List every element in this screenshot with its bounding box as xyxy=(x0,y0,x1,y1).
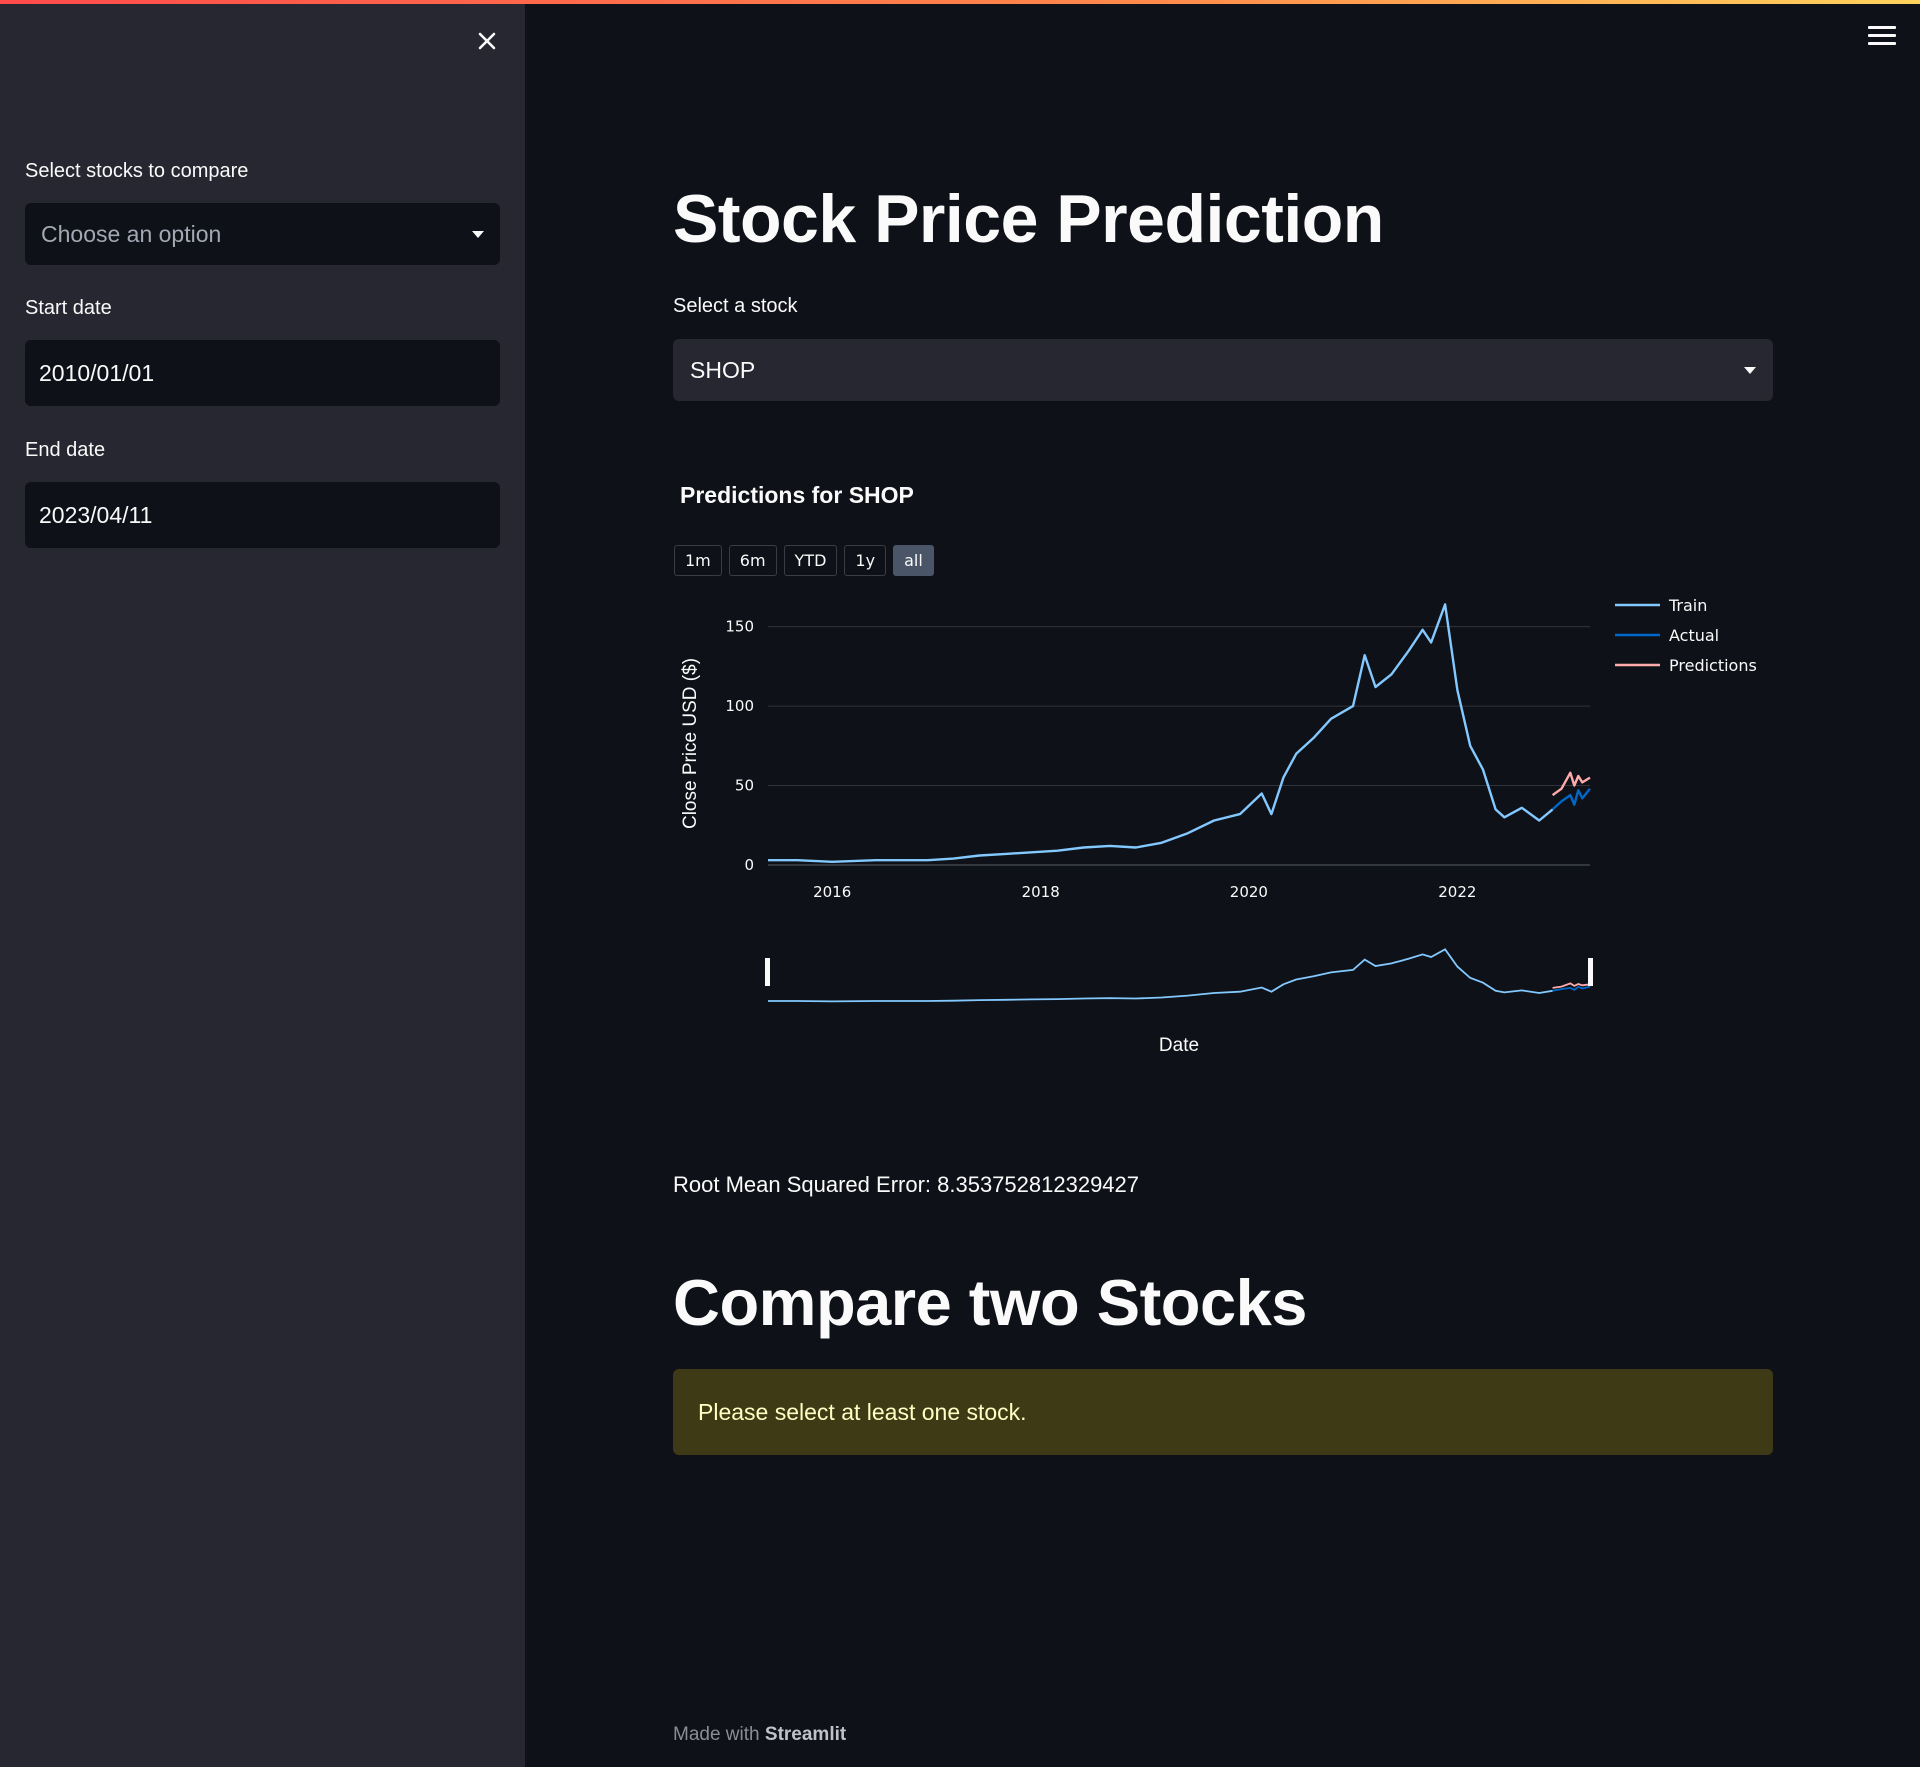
range-slider-left-handle[interactable] xyxy=(765,958,770,986)
start-date-label: Start date xyxy=(25,297,112,319)
range-button-6m[interactable]: 6m xyxy=(728,545,777,576)
range-slider-right-handle[interactable] xyxy=(1588,958,1593,986)
legend-item-actual[interactable]: Actual xyxy=(1669,626,1719,645)
compare-section-title: Compare two Stocks xyxy=(673,1266,1307,1339)
slider-line-actual xyxy=(1552,985,1591,992)
y-tick-label: 0 xyxy=(744,856,754,874)
stock-select[interactable]: SHOP xyxy=(673,339,1773,401)
y-axis-title: Close Price USD ($) xyxy=(680,658,701,829)
top-decoration-bar xyxy=(0,0,1920,4)
range-button-all[interactable]: all xyxy=(893,545,934,576)
x-tick-label: 2022 xyxy=(1438,883,1476,901)
warning-text: Please select at least one stock. xyxy=(698,1398,1027,1425)
prediction-chart[interactable]: 0 50 100 150 2016 2018 2020 2022 Train Actual Pr… xyxy=(660,580,1800,1060)
rmse-text: Root Mean Squared Error: 8.3537528123294… xyxy=(673,1172,1140,1197)
compare-stocks-select[interactable]: Choose an option xyxy=(25,203,500,265)
slider-line-predictions xyxy=(1552,982,1591,989)
warning-alert: Please select at least one stock. xyxy=(673,1369,1773,1455)
series-line-actual xyxy=(1551,787,1591,811)
range-button-1y[interactable]: 1y xyxy=(844,545,887,576)
chart-title: Predictions for SHOP xyxy=(680,482,914,508)
end-date-label: End date xyxy=(25,439,106,461)
hamburger-menu-icon xyxy=(1868,26,1896,45)
footer: Made with Streamlit xyxy=(673,1724,846,1746)
legend-item-train[interactable]: Train xyxy=(1668,596,1707,615)
range-button-1m[interactable]: 1m xyxy=(674,545,722,576)
compare-select-label: Select stocks to compare xyxy=(25,160,249,182)
y-tick-label: 150 xyxy=(725,618,754,636)
range-selector: 1m 6m YTD 1y all xyxy=(674,545,934,576)
legend-item-predictions[interactable]: Predictions xyxy=(1669,656,1757,675)
stock-select-value: SHOP xyxy=(690,356,756,383)
x-tick-label: 2020 xyxy=(1230,883,1268,901)
page-title: Stock Price Prediction xyxy=(673,181,1384,257)
close-icon xyxy=(478,32,496,50)
x-tick-label: 2018 xyxy=(1022,883,1060,901)
main-menu-button[interactable] xyxy=(1868,26,1896,50)
x-tick-label: 2016 xyxy=(813,883,851,901)
slider-line-train xyxy=(768,948,1553,1003)
range-button-ytd[interactable]: YTD xyxy=(783,545,838,576)
stock-select-label: Select a stock xyxy=(673,295,798,317)
start-date-input[interactable]: 2010/01/01 xyxy=(25,340,500,406)
close-sidebar-button[interactable] xyxy=(472,26,502,56)
chevron-down-icon xyxy=(1744,366,1756,374)
sidebar: Select stocks to compare Choose an optio… xyxy=(0,0,525,1767)
y-tick-label: 50 xyxy=(735,777,754,795)
footer-prefix: Made with xyxy=(673,1724,760,1745)
series-line-predictions xyxy=(1551,771,1591,797)
end-date-input[interactable]: 2023/04/11 xyxy=(25,482,500,548)
series-line-train xyxy=(768,603,1554,863)
streamlit-link[interactable]: Streamlit xyxy=(764,1724,847,1745)
y-tick-label: 100 xyxy=(725,697,754,715)
x-axis-title: Date xyxy=(1159,1035,1199,1056)
chevron-down-icon xyxy=(472,230,484,238)
compare-select-placeholder: Choose an option xyxy=(41,220,222,247)
